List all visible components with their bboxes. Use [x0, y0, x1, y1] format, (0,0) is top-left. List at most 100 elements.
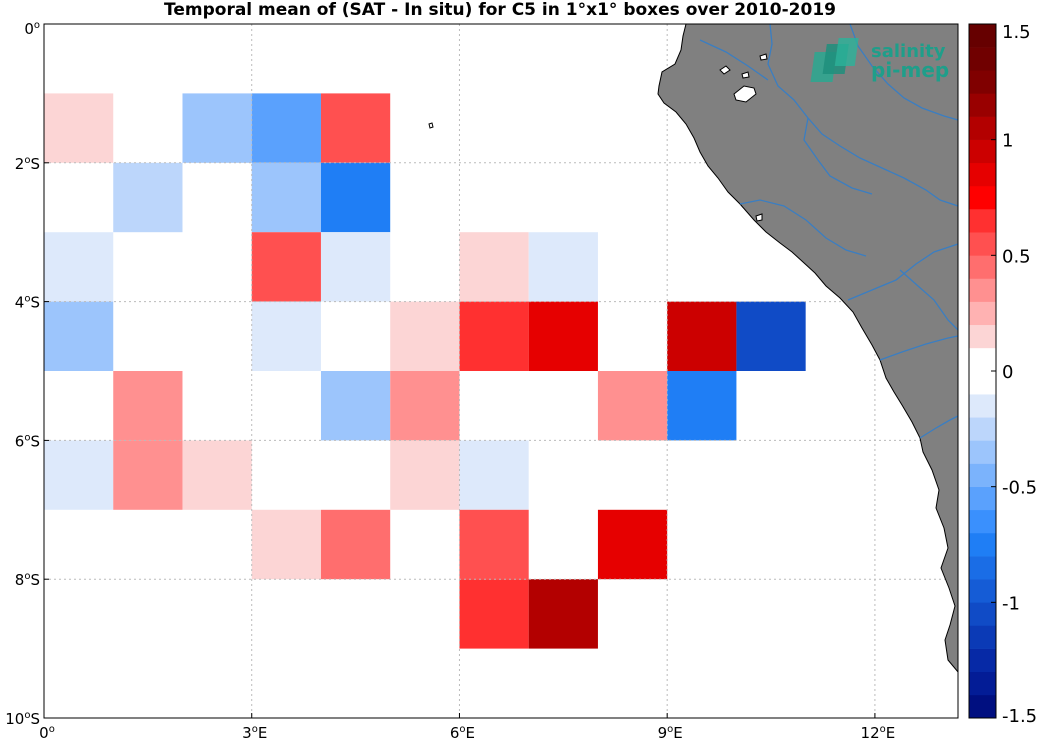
data-box: [528, 579, 598, 649]
colorbar-band: [969, 185, 996, 210]
tick-label: 4oS: [15, 294, 40, 312]
colorbar-bands: [969, 24, 996, 719]
data-box: [113, 162, 183, 233]
logo-mark: [810, 38, 859, 82]
data-box: [44, 232, 114, 302]
colorbar-band: [969, 463, 996, 487]
tick-label: 6oE: [450, 724, 475, 740]
tick-label: 3oE: [242, 724, 267, 740]
data-box: [667, 371, 737, 441]
colorbar-band: [969, 347, 996, 372]
data-box: [320, 509, 391, 580]
boxes-layer: [44, 93, 806, 649]
data-box: [736, 301, 806, 371]
colorbar-band: [969, 70, 996, 94]
colorbar-band: [969, 371, 996, 395]
data-box: [251, 509, 321, 580]
colorbar-band: [969, 232, 996, 256]
data-box: [528, 301, 598, 371]
colorbar-band: [969, 602, 996, 626]
data-box: [320, 232, 391, 302]
colorbar-band: [969, 93, 996, 117]
tick-label: 9oE: [658, 724, 683, 740]
data-box: [320, 371, 391, 441]
colorbar-band: [969, 486, 996, 511]
data-box: [113, 440, 183, 510]
colorbar-band: [969, 301, 996, 326]
logo-text-line2: pi-mep: [871, 58, 949, 82]
colorbar-band: [969, 694, 996, 719]
colorbar-band: [969, 648, 996, 673]
colorbar-tick-label: 0: [1002, 362, 1013, 383]
data-box: [320, 93, 391, 163]
logo-text-line1: salinity: [871, 41, 946, 62]
colorbar-band: [969, 209, 996, 233]
colorbar-band: [969, 417, 996, 441]
colorbar-ticks: 1.5 1 0.5 0 -0.5 -1 -1.5: [991, 22, 1037, 727]
map-frame: [43, 23, 959, 719]
data-box: [528, 232, 598, 302]
colorbar-band: [969, 532, 996, 557]
river: [899, 269, 959, 331]
data-box: [44, 440, 114, 510]
island: [733, 85, 757, 103]
data-box: [459, 440, 529, 510]
map-title: Temporal mean of (SAT - In situ) for C5 …: [164, 0, 836, 20]
colorbar-band: [969, 162, 996, 187]
colorbar-band: [969, 440, 996, 464]
river: [803, 117, 873, 195]
data-box: [459, 509, 529, 580]
colorbar-band: [969, 278, 996, 302]
island: [719, 65, 731, 75]
island: [741, 71, 750, 79]
colorbar-band: [969, 556, 996, 580]
tick-label: 8oS: [15, 571, 40, 589]
data-box: [251, 301, 321, 371]
data-box: [251, 232, 321, 302]
data-box: [459, 301, 529, 371]
data-box: [44, 93, 114, 163]
data-box: [459, 232, 529, 302]
x-axis: 0o 3oE 6oE 9oE 12oE: [39, 713, 895, 740]
colorbar-tick-label: 0.5: [1002, 246, 1031, 267]
data-box: [113, 371, 183, 441]
tick-label: 0o: [39, 724, 55, 740]
colorbar-band: [969, 324, 996, 349]
colorbar-band: [969, 625, 996, 649]
data-box: [320, 162, 391, 233]
land-islands: [719, 53, 768, 222]
river: [849, 23, 959, 121]
data-box: [44, 301, 114, 371]
colorbar-band: [969, 579, 996, 603]
rivers: [699, 23, 959, 439]
data-box: [667, 301, 737, 371]
colorbar-tick-label: 1.5: [1002, 22, 1031, 43]
land-mass: [657, 23, 959, 674]
colorbar-band: [969, 24, 996, 48]
data-box: [251, 162, 321, 233]
data-box: [459, 579, 529, 649]
logo: salinity pi-mep: [810, 38, 949, 82]
river: [847, 243, 959, 301]
data-box: [390, 440, 460, 510]
river: [739, 199, 867, 257]
colorbar-band: [969, 671, 996, 696]
colorbar-band: [969, 116, 996, 140]
data-box: [251, 93, 321, 163]
data-box: [597, 371, 668, 441]
colorbar-band: [969, 255, 996, 279]
tick-label: 12oE: [861, 724, 896, 740]
colorbar-tick-label: -0.5: [1002, 478, 1037, 499]
river: [919, 415, 959, 439]
tick-label: 2oS: [15, 155, 40, 173]
island: [759, 53, 768, 61]
data-box: [182, 93, 252, 163]
river: [879, 335, 959, 361]
data-box: [390, 301, 460, 371]
tick-label: 10oS: [5, 710, 40, 728]
offshore-islet: [428, 122, 434, 129]
data-box: [182, 440, 252, 510]
colorbar-band: [969, 509, 996, 534]
colorbar-tick-label: 1: [1002, 131, 1013, 152]
